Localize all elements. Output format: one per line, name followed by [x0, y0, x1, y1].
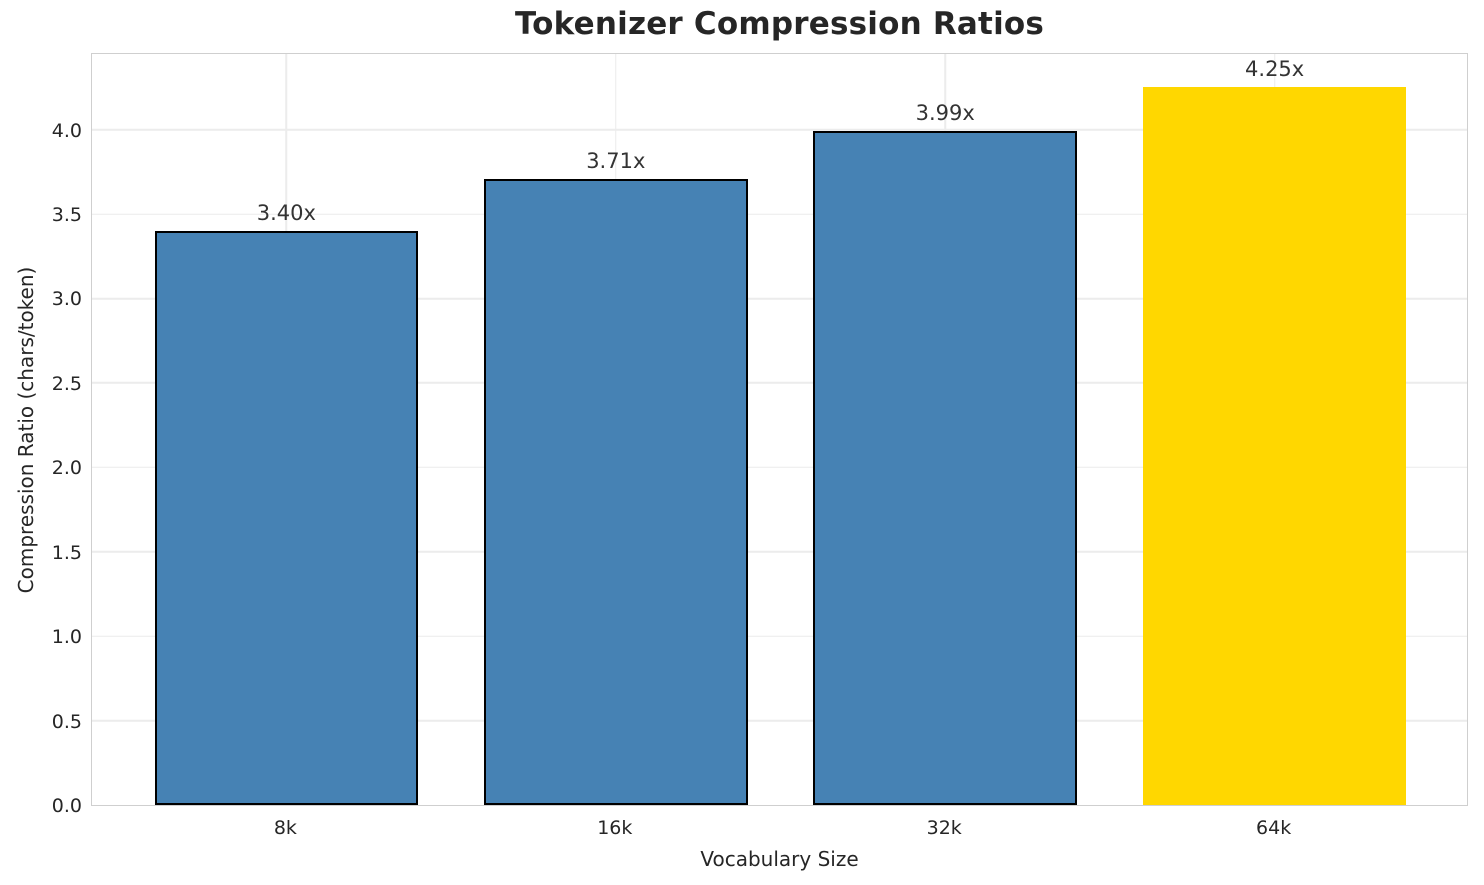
y-tick-label: 1.0 — [51, 626, 82, 649]
bar — [813, 131, 1077, 805]
plot-area: 3.40x 3.71x 3.99x 4.25x — [91, 53, 1468, 806]
gridline-horizontal — [92, 213, 1467, 215]
y-tick-label: 3.0 — [51, 288, 82, 311]
y-tick-label: 0.5 — [51, 710, 82, 733]
x-tick-label: 16k — [597, 817, 633, 839]
gridline-horizontal — [92, 635, 1467, 637]
y-tick-label: 3.5 — [51, 204, 82, 227]
gridline-horizontal — [92, 297, 1467, 300]
gridline-horizontal — [92, 466, 1467, 469]
bar-value-label: 4.25x — [1245, 57, 1305, 82]
y-tick-label: 1.5 — [51, 541, 82, 564]
bar-value-label: 3.71x — [586, 148, 646, 173]
x-tick-label: 64k — [1256, 817, 1292, 839]
bar — [484, 178, 748, 805]
gridline-horizontal — [92, 719, 1467, 722]
y-tick-label: 2.5 — [51, 372, 82, 395]
y-tick-label: 2.0 — [51, 457, 82, 480]
x-tick-label: 8k — [273, 817, 297, 839]
x-tick-label: 32k — [926, 817, 962, 839]
gridline-horizontal — [92, 551, 1467, 553]
bar-value-label: 3.40x — [256, 200, 316, 225]
bar — [1142, 87, 1407, 805]
gridline-horizontal — [92, 382, 1467, 384]
bar — [154, 230, 419, 805]
y-tick-label: 0.0 — [51, 795, 82, 817]
y-tick-label: 4.0 — [51, 119, 82, 142]
x-axis-label: Vocabulary Size — [700, 847, 859, 871]
gridline-horizontal — [92, 128, 1467, 131]
bar-value-label: 3.99x — [915, 101, 975, 126]
chart-title: Tokenizer Compression Ratios — [514, 6, 1045, 42]
